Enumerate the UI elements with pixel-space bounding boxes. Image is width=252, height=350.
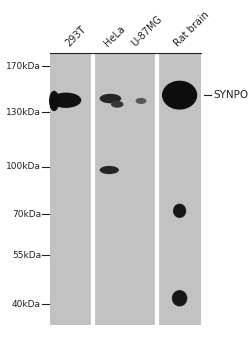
FancyBboxPatch shape xyxy=(157,52,200,325)
Ellipse shape xyxy=(49,91,59,111)
Text: 55kDa: 55kDa xyxy=(12,251,41,260)
Text: Rat brain: Rat brain xyxy=(172,10,210,49)
Text: HeLa: HeLa xyxy=(102,24,127,49)
FancyBboxPatch shape xyxy=(94,52,155,325)
Ellipse shape xyxy=(172,204,185,218)
Ellipse shape xyxy=(171,290,186,306)
Text: 70kDa: 70kDa xyxy=(12,210,41,219)
Text: 100kDa: 100kDa xyxy=(6,162,41,171)
FancyBboxPatch shape xyxy=(50,52,92,325)
Ellipse shape xyxy=(50,93,81,108)
Text: U-87MG: U-87MG xyxy=(129,14,163,49)
Ellipse shape xyxy=(135,98,146,104)
Ellipse shape xyxy=(99,94,121,103)
Ellipse shape xyxy=(99,166,118,174)
Text: 40kDa: 40kDa xyxy=(12,300,41,309)
Text: 130kDa: 130kDa xyxy=(6,108,41,117)
Text: 170kDa: 170kDa xyxy=(6,62,41,71)
Ellipse shape xyxy=(111,101,123,108)
Ellipse shape xyxy=(161,81,196,110)
Text: 293T: 293T xyxy=(64,24,88,49)
Text: SYNPO: SYNPO xyxy=(213,90,248,100)
